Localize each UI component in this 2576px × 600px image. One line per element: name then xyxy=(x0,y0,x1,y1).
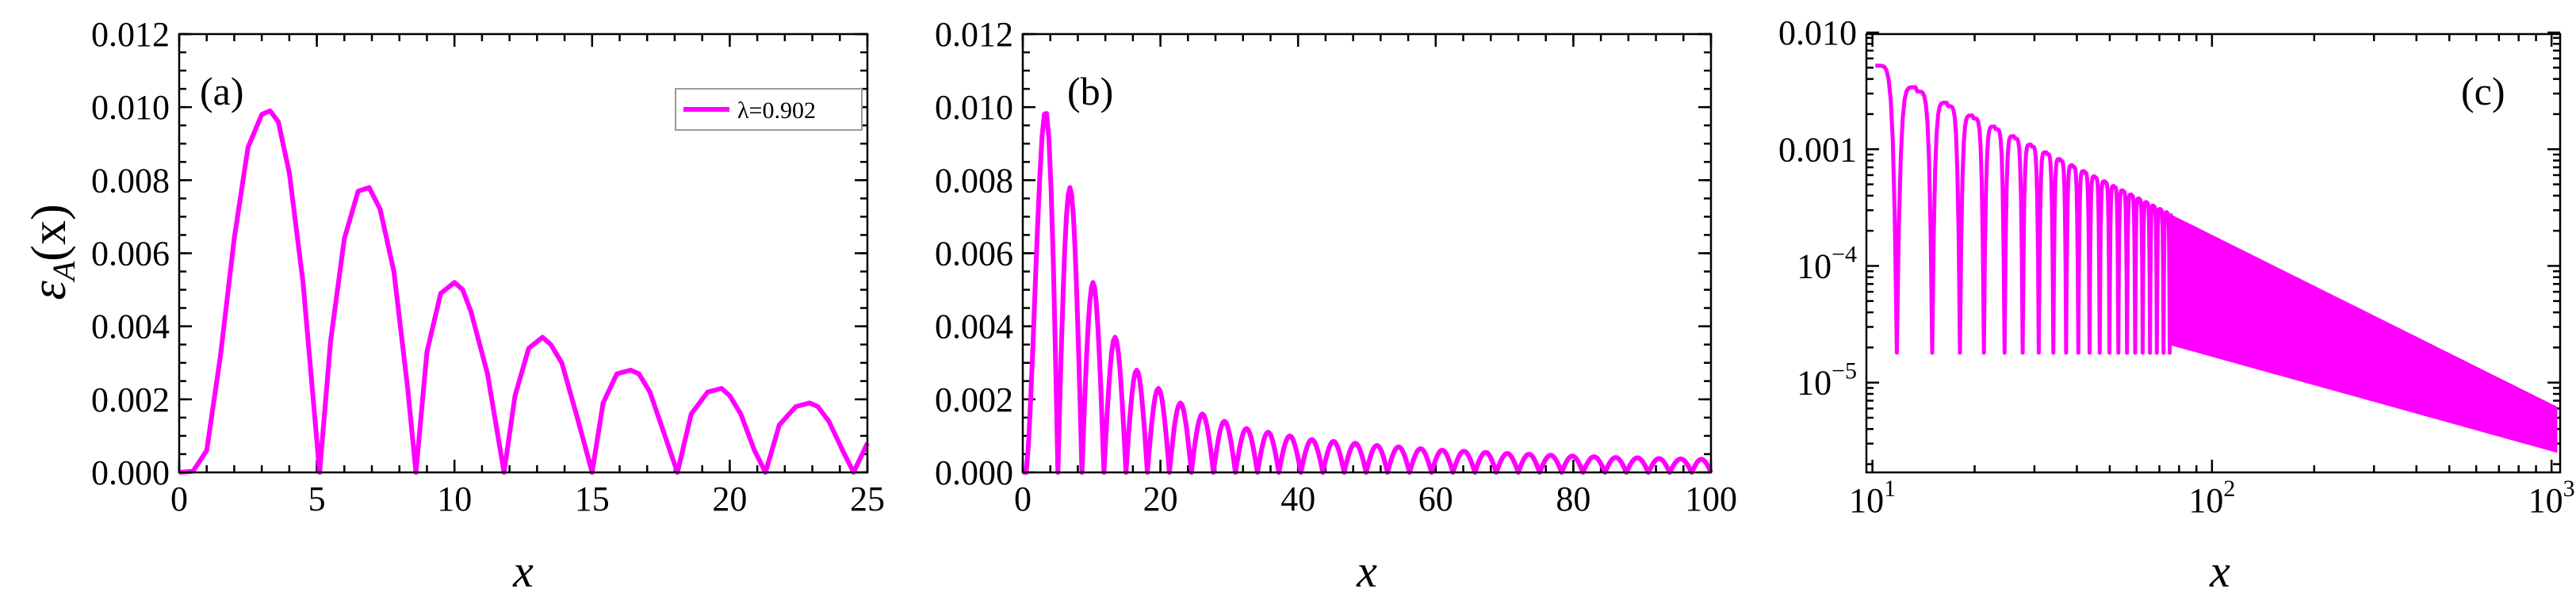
x-tick-label: 20 xyxy=(1143,480,1178,518)
y-tick-label: 0.006 xyxy=(935,235,1013,273)
panel-a-legend: λ=0.902 xyxy=(675,88,863,131)
x-tick-label: 15 xyxy=(575,480,610,518)
legend-entry: λ=0.902 xyxy=(737,97,816,124)
panel-b-label: (b) xyxy=(1067,69,1113,113)
panel-b-frame xyxy=(1021,32,1713,474)
panel-c-xlabel: x xyxy=(2209,545,2230,597)
y-tick-label: 0.002 xyxy=(91,380,170,419)
panel-c-label: (c) xyxy=(2461,69,2505,113)
series-line xyxy=(1023,111,1713,475)
ylabel-sub: A xyxy=(46,261,82,283)
panel-a-ylabel: εA(x) xyxy=(22,204,82,300)
panel-b-xlabel: x xyxy=(1356,545,1377,597)
y-tick-label: 10−5 xyxy=(1797,358,1857,403)
panel-a-xlabel: x xyxy=(512,545,534,597)
x-tick-label: 102 xyxy=(2188,476,2235,520)
ylabel-main: ε xyxy=(22,281,76,300)
y-tick-label: 0.000 xyxy=(91,453,170,492)
panel-a: 0 5 10 15 20 25 0.000 0.002 0.004 0.006 0.008 0.010… xyxy=(22,15,885,597)
y-tick-label: 0.008 xyxy=(91,161,170,200)
series-line xyxy=(1875,63,2175,355)
y-tick-label: 10−4 xyxy=(1797,241,1857,285)
y-tick-label: 0.010 xyxy=(1778,13,1857,52)
x-tick-label: 101 xyxy=(1849,476,1896,520)
panel-a-label: (a) xyxy=(200,69,244,113)
y-tick-label: 0.012 xyxy=(91,15,170,54)
x-tick-label: 20 xyxy=(712,480,747,518)
legend-box xyxy=(675,88,863,131)
x-tick-label: 40 xyxy=(1280,480,1315,518)
panel-c-curve-group xyxy=(1875,63,2558,453)
panel-c: 101 102 103 10−5 10−4 0.001 0.010 (c) x xyxy=(1778,13,2575,597)
x-tick-label: 103 xyxy=(2528,476,2575,520)
oscillation-band xyxy=(2169,213,2558,453)
series-line xyxy=(178,108,870,475)
panel-a-curve-group xyxy=(178,108,870,475)
panel-b-curve-group xyxy=(1023,111,1713,475)
x-tick-label: 10 xyxy=(437,480,472,518)
y-tick-label: 0.004 xyxy=(935,308,1013,346)
y-tick-label: 0.002 xyxy=(935,380,1013,419)
x-tick-label: 5 xyxy=(308,480,326,518)
y-tick-label: 0.012 xyxy=(935,15,1013,54)
panel-a-frame xyxy=(178,32,869,474)
x-tick-label: 60 xyxy=(1418,480,1453,518)
panel-b: 0 20 40 60 80 100 0.000 0.002 0.004 0.006 0.008 0.0… xyxy=(935,15,1737,597)
y-tick-label: 0.001 xyxy=(1778,130,1857,169)
x-tick-label: 0 xyxy=(170,480,188,518)
x-tick-label: 80 xyxy=(1556,480,1590,518)
y-tick-label: 0.010 xyxy=(935,88,1013,127)
y-tick-label: 0.004 xyxy=(91,308,170,346)
y-tick-label: 0.010 xyxy=(91,88,170,127)
ylabel-arg: (x) xyxy=(22,204,76,261)
y-tick-label: 0.006 xyxy=(91,235,170,273)
y-tick-label: 0.000 xyxy=(935,453,1013,492)
panel-c-ticks: 101 102 103 10−5 10−4 0.001 0.010 xyxy=(1778,13,2575,520)
y-tick-label: 0.008 xyxy=(935,161,1013,200)
x-tick-label: 25 xyxy=(850,480,885,518)
x-tick-label: 0 xyxy=(1014,480,1032,518)
panel-c-frame xyxy=(1865,32,2562,474)
x-tick-label: 100 xyxy=(1685,480,1737,518)
